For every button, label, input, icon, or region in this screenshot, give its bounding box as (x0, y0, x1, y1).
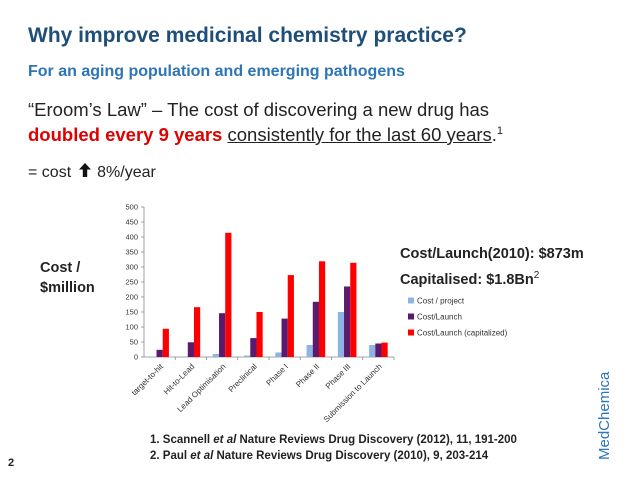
bar-1-4 (244, 355, 251, 357)
bar-3-3 (225, 232, 232, 357)
cost-increase-line: = cost 8%/year (28, 163, 156, 182)
bar-2-1 (156, 349, 163, 357)
y-tick-label: 0 (134, 353, 138, 362)
bar-3-6 (318, 261, 326, 357)
category-label: Submission to Launch (322, 362, 384, 424)
legend-label: Cost/Launch (417, 313, 462, 322)
slide-title: Why improve medicinal chemistry practice… (28, 24, 467, 47)
y-tick-label: 50 (130, 338, 138, 347)
bar-1-2 (181, 356, 188, 357)
bar-2-8 (375, 343, 382, 357)
bar-3-1 (162, 328, 169, 357)
category-label: target-to-hit (130, 362, 166, 398)
bar-3-7 (350, 262, 357, 357)
category-label: Phase II (294, 362, 321, 389)
cost-rate: 8%/year (97, 164, 156, 181)
bar-2-2 (187, 342, 194, 357)
bar-2-3 (219, 313, 226, 357)
bar-1-5 (275, 352, 282, 357)
y-tick-label: 350 (125, 248, 138, 257)
reference-2: 2. Paul et al Nature Reviews Drug Discov… (150, 450, 489, 462)
legend-swatch (408, 297, 414, 304)
capitalised-cost: Capitalised: $1.8Bn (400, 271, 534, 288)
legend-swatch (408, 329, 414, 336)
bar-2-6 (312, 301, 319, 357)
legend-label: Cost / project (417, 297, 465, 306)
bar-2-5 (281, 318, 288, 357)
y-tick-label: 300 (125, 263, 138, 272)
bar-1-7 (337, 312, 345, 357)
bar-2-7 (344, 286, 351, 357)
y-tick-label: 250 (125, 278, 138, 287)
category-label: Preclinical (227, 362, 259, 394)
slide-subtitle: For an aging population and emerging pat… (28, 63, 405, 80)
bar-3-8 (381, 342, 388, 357)
y-tick-label: 100 (125, 323, 138, 332)
y-axis-title-line1: Cost / (40, 260, 81, 276)
bar-3-4 (256, 312, 263, 357)
cost-info: Cost/Launch(2010): $873m Capitalised: $1.… (400, 244, 584, 291)
bar-3-5 (287, 275, 294, 357)
page-number: 2 (8, 457, 15, 469)
doubling-period: . (491, 124, 497, 145)
legend-swatch (408, 313, 414, 320)
up-arrow-icon (79, 163, 92, 182)
doubling-line: doubled every 9 years consistently for t… (28, 124, 503, 146)
category-label: Phase I (264, 362, 290, 388)
category-label: Phase III (324, 362, 353, 391)
references: 1. Scannell et al Nature Reviews Drug Di… (150, 432, 517, 464)
erooms-law-line: “Eroom’s Law” – The cost of discovering … (28, 99, 490, 120)
y-tick-label: 400 (125, 233, 138, 242)
duration-underlined: consistently for the last 60 years (227, 124, 492, 145)
y-tick-label: 500 (125, 203, 138, 212)
y-tick-label: 450 (125, 218, 138, 227)
bar-1-3 (212, 354, 220, 357)
y-axis-title: Cost / $million (40, 258, 95, 298)
bar-1-6 (306, 345, 313, 357)
bar-1-8 (369, 345, 376, 357)
bar-2-4 (250, 338, 257, 357)
legend-label: Cost/Launch (capitalized) (417, 329, 508, 338)
capitalised-ref-superscript: 2 (533, 270, 540, 281)
y-tick-label: 150 (125, 308, 138, 317)
cost-launch-2010: Cost/Launch(2010): $873m (400, 246, 584, 262)
y-tick-label: 200 (125, 293, 138, 302)
cost-prefix: = cost (28, 164, 72, 181)
y-axis-title-line2: $million (40, 280, 95, 296)
medchemica-brand: MedChemica (596, 371, 613, 460)
doubling-highlight: doubled every 9 years (28, 124, 223, 145)
ref-superscript: 1 (496, 124, 504, 137)
reference-1: 1. Scannell et al Nature Reviews Drug Di… (150, 434, 517, 446)
bar-3-2 (193, 307, 201, 357)
